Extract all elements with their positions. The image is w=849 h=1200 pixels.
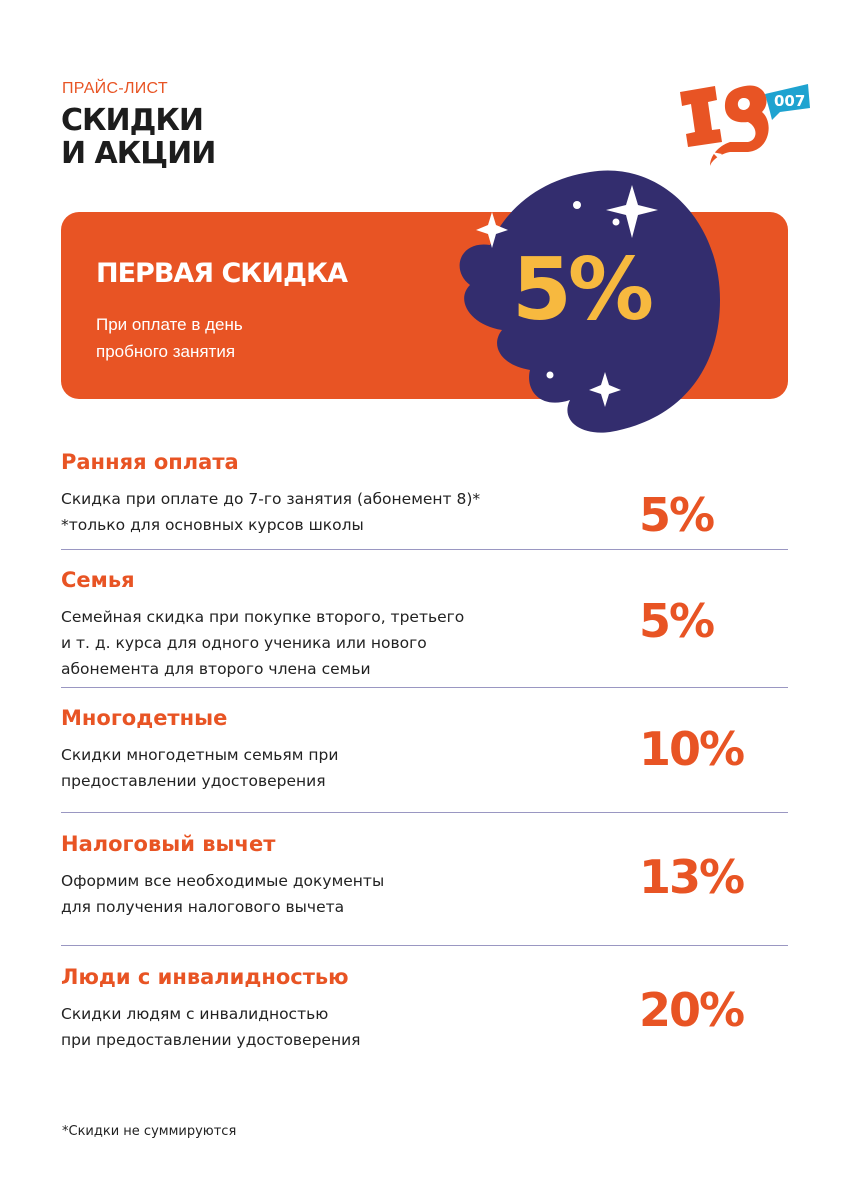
description-line: Семейная скидка при покупке второго, тре…: [61, 608, 465, 626]
discount-description: Скидка при оплате до 7-го занятия (абоне…: [61, 486, 581, 538]
discount-value: 20%: [639, 983, 745, 1037]
discount-title: Ранняя оплата: [61, 450, 239, 474]
description-line: Оформим все необходимые документы: [61, 872, 385, 890]
description-line: для получения налогового вычета: [61, 898, 345, 916]
divider: [61, 812, 788, 813]
night-sky-blob: [459, 170, 720, 433]
svg-text:007: 007: [774, 92, 805, 110]
divider: [61, 687, 788, 688]
banner-title: ПЕРВАЯ СКИДКА: [96, 258, 348, 289]
title-line: СКИДКИ: [61, 103, 204, 138]
star-icon: [589, 372, 621, 407]
discount-value: 10%: [639, 722, 745, 776]
description-line: *только для основных курсов школы: [61, 516, 364, 534]
star-icon: [606, 185, 658, 238]
divider: [61, 945, 788, 946]
discount-title: Налоговый вычет: [61, 832, 276, 856]
discount-title: Семья: [61, 568, 135, 592]
ig007-logo: 007: [680, 84, 810, 166]
banner-value: 5%: [512, 240, 654, 340]
description-line: и т. д. курса для одного ученика или нов…: [61, 634, 427, 652]
discount-description: Оформим все необходимые документы для по…: [61, 868, 581, 920]
page-title: СКИДКИ И АКЦИИ: [61, 103, 216, 171]
discount-value: 5%: [639, 488, 715, 542]
discount-value: 13%: [639, 850, 745, 904]
discount-title: Люди с инвалидностью: [61, 965, 349, 989]
description-line: Скидки людям с инвалидностью: [61, 1005, 329, 1023]
discount-description: Скидки многодетным семьям при предоставл…: [61, 742, 581, 794]
star-icon: [476, 212, 508, 248]
description-line: Скидки многодетным семьям при: [61, 746, 339, 764]
footnote: *Скидки не суммируются: [62, 1124, 237, 1139]
discount-description: Семейная скидка при покупке второго, тре…: [61, 604, 581, 682]
divider: [61, 549, 788, 550]
description-line: при предоставлении удостоверения: [61, 1031, 361, 1049]
description-line: абонемента для второго члена семьи: [61, 660, 371, 678]
discount-value: 5%: [639, 594, 715, 648]
kicker: ПРАЙС-ЛИСТ: [62, 80, 168, 97]
title-line: И АКЦИИ: [61, 136, 216, 171]
banner-subtitle: При оплате в день пробного занятия: [96, 311, 356, 365]
discount-title: Многодетные: [61, 706, 228, 730]
description-line: Скидка при оплате до 7-го занятия (абоне…: [61, 490, 481, 508]
description-line: предоставлении удостоверения: [61, 772, 326, 790]
discount-description: Скидки людям с инвалидностью при предост…: [61, 1001, 581, 1053]
subtitle-line: При оплате в день: [96, 315, 243, 334]
subtitle-line: пробного занятия: [96, 342, 236, 361]
